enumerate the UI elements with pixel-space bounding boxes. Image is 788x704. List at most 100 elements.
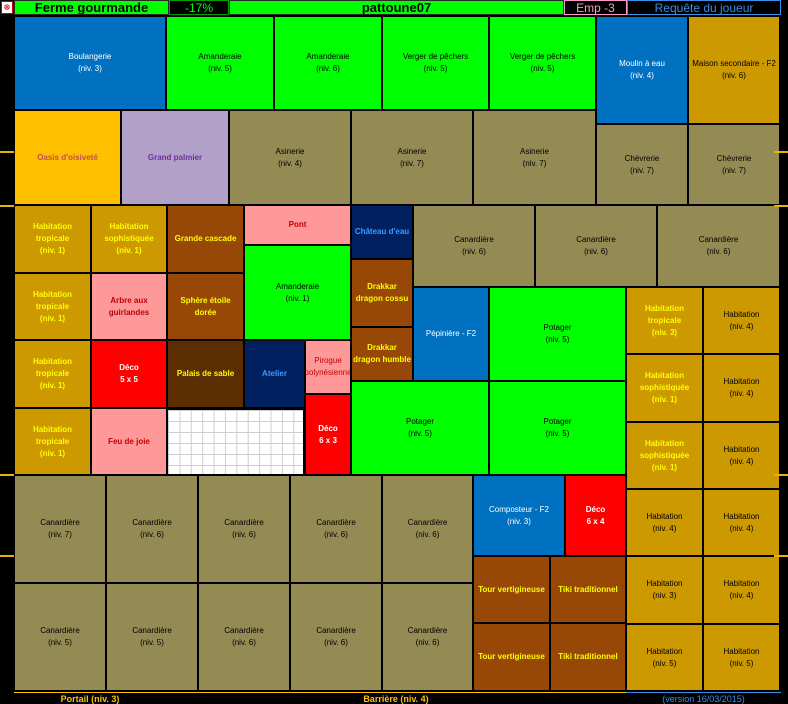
tile-verger-de-pechers[interactable]: Verger de pêchers (niv. 5) <box>382 16 489 110</box>
tile-pirogue-polynesienne[interactable]: Pirogue polynésienne <box>305 340 351 394</box>
tile-deco[interactable]: Déco 6 x 3 <box>305 394 351 475</box>
tile-name: Potager <box>543 323 572 332</box>
player-request-link[interactable]: Requête du joueur <box>627 0 781 15</box>
tile-level: (niv. 1) <box>39 313 66 323</box>
tile-grand-palmier[interactable]: Grand palmier <box>121 110 229 205</box>
tile-habitation-sophistiquee[interactable]: Habitation sophistiquée (niv. 1) <box>91 205 167 273</box>
tile-palais-de-sable[interactable]: Palais de sable <box>167 340 244 408</box>
tile-name: Verger de pêchers <box>509 52 576 61</box>
tile-asinerie[interactable]: Asinerie (niv. 7) <box>351 110 473 205</box>
farm-name: Ferme gourmande <box>14 0 169 15</box>
tile-potager[interactable]: Potager (niv. 5) <box>351 381 489 475</box>
tile-level: (niv. 7) <box>630 165 654 175</box>
tile-canardiere[interactable]: Canardière (niv. 6) <box>106 475 198 583</box>
tile-name: Tiki traditionnel <box>558 584 618 594</box>
tile-canardiere[interactable]: Canardière (niv. 6) <box>382 583 473 691</box>
tile-oasis-d-oisivete[interactable]: Oasis d'oisiveté <box>14 110 121 205</box>
tile-chateau-d-eau[interactable]: Château d'eau <box>351 205 413 259</box>
tile-level: (niv. 6) <box>706 247 731 256</box>
tile-habitation[interactable]: Habitation (niv. 4) <box>703 354 780 422</box>
tile-level: (niv. 4) <box>630 71 654 80</box>
tile-habitation-tropicale[interactable]: Habitation tropicale (niv. 1) <box>14 340 91 408</box>
tile-canardiere[interactable]: Canardière (niv. 7) <box>14 475 106 583</box>
tile-composteur-f2[interactable]: Composteur - F2 (niv. 3) <box>473 475 565 556</box>
tile-moulin-a-eau[interactable]: Moulin à eau (niv. 4) <box>596 16 688 124</box>
tile-name: Verger de pêchers <box>402 52 469 61</box>
tile-level: (niv. 5) <box>530 64 555 73</box>
tile-potager[interactable]: Potager (niv. 5) <box>489 381 626 475</box>
tile-canardiere[interactable]: Canardière (niv. 5) <box>14 583 106 691</box>
tile-maison-secondaire-f2[interactable]: Maison secondaire - F2 (niv. 6) <box>688 16 780 124</box>
tile-habitation-sophistiquee[interactable]: Habitation sophistiquée (niv. 1) <box>626 422 703 489</box>
tile-drakkar-dragon-cossu[interactable]: Drakkar dragon cossu <box>351 259 413 327</box>
tile-canardiere[interactable]: Canardière (niv. 5) <box>106 583 198 691</box>
tile-name: Canardière <box>224 518 264 527</box>
tile-level: (niv. 6) <box>324 638 348 647</box>
tile-name: Habitation tropicale <box>32 357 73 378</box>
tile-habitation[interactable]: Habitation (niv. 5) <box>626 624 703 691</box>
tile-deco[interactable]: Déco 6 x 4 <box>565 475 626 556</box>
tile-name: Habitation sophistiquée <box>104 222 154 243</box>
tile-sphere-etoile-doree[interactable]: Sphère étoile dorée <box>167 273 244 340</box>
tile-name: Habitation <box>723 309 760 319</box>
tile-habitation-sophistiquee[interactable]: Habitation sophistiquée (niv. 1) <box>626 354 703 422</box>
tile-name: Habitation sophistiquée <box>639 371 690 392</box>
tile-atelier[interactable]: Atelier <box>244 340 305 408</box>
tile-canardiere[interactable]: Canardière (niv. 6) <box>198 475 290 583</box>
tile-name: Habitation tropicale <box>32 289 73 311</box>
tile-habitation-tropicale[interactable]: Habitation tropicale (niv. 1) <box>14 205 91 273</box>
tile-name: Tour vertigineuse <box>478 652 545 661</box>
tile-arbre-aux-guirlandes[interactable]: Arbre aux guirlandes <box>91 273 167 340</box>
tile-pont[interactable]: Pont <box>244 205 351 245</box>
tile-name: Palais de sable <box>176 369 235 378</box>
tile-habitation[interactable]: Habitation (niv. 5) <box>703 624 780 691</box>
tile-potager[interactable]: Potager (niv. 5) <box>489 287 626 381</box>
tile-verger-de-pechers[interactable]: Verger de pêchers (niv. 5) <box>489 16 596 110</box>
tile-level: (niv. 6) <box>415 530 440 539</box>
tile-chevrerie[interactable]: Chèvrerie (niv. 7) <box>596 124 688 205</box>
tile-amanderaie[interactable]: Amanderaie (niv. 6) <box>274 16 382 110</box>
tile-canardiere[interactable]: Canardière (niv. 6) <box>382 475 473 583</box>
tile-deco[interactable]: Déco 5 x 5 <box>91 340 167 408</box>
tile-habitation[interactable]: Habitation (niv. 4) <box>703 287 780 354</box>
tile-tiki-traditionnel[interactable]: Tiki traditionnel <box>550 556 626 623</box>
tile-drakkar-dragon-humble[interactable]: Drakkar dragon humble <box>351 327 413 381</box>
tile-feu-de-joie[interactable]: Feu de joie <box>91 408 167 475</box>
tile-habitation[interactable]: Habitation (niv. 4) <box>703 422 780 489</box>
tile-canardiere[interactable]: Canardière (niv. 6) <box>290 583 382 691</box>
tile-level: (niv. 1) <box>651 462 678 472</box>
tile-tour-vertigineuse[interactable]: Tour vertigineuse <box>473 556 550 623</box>
tile-tour-vertigineuse[interactable]: Tour vertigineuse <box>473 623 550 691</box>
tile-pepiniere-f2[interactable]: Pépinière - F2 <box>413 287 489 381</box>
tile-habitation[interactable]: Habitation (niv. 3) <box>626 556 703 624</box>
tile-habitation[interactable]: Habitation (niv. 4) <box>703 489 780 556</box>
tile-chevrerie[interactable]: Chèvrerie (niv. 7) <box>688 124 780 205</box>
tile-habitation[interactable]: Habitation (niv. 4) <box>626 489 703 556</box>
tile-habitation-tropicale[interactable]: Habitation tropicale (niv. 1) <box>14 273 91 340</box>
tile-level: (niv. 1) <box>39 448 66 458</box>
tile-name: Déco <box>119 363 139 372</box>
tile-level: (niv. 5) <box>545 429 570 438</box>
tile-habitation-tropicale[interactable]: Habitation tropicale (niv. 1) <box>14 408 91 475</box>
tile-boulangerie[interactable]: Boulangerie (niv. 3) <box>14 16 166 110</box>
tile-canardiere[interactable]: Canardière (niv. 6) <box>535 205 657 287</box>
tile-canardiere[interactable]: Canardière (niv. 6) <box>290 475 382 583</box>
tile-habitation[interactable]: Habitation (niv. 4) <box>703 556 780 624</box>
tile-level: (niv. 5) <box>652 658 677 668</box>
tile-habitation-tropicale[interactable]: Habitation tropicale (niv. 3) <box>626 287 703 354</box>
tile-name: Pépinière - F2 <box>425 329 477 338</box>
tile-name: Habitation sophistiquée <box>639 438 690 460</box>
tile-asinerie[interactable]: Asinerie (niv. 4) <box>229 110 351 205</box>
tile-tiki-traditionnel[interactable]: Tiki traditionnel <box>550 623 626 691</box>
tile-name: Drakkar dragon humble <box>353 343 411 364</box>
tile-canardiere[interactable]: Canardière (niv. 6) <box>198 583 290 691</box>
tile-amanderaie[interactable]: Amanderaie (niv. 1) <box>244 245 351 340</box>
tile-amanderaie[interactable]: Amanderaie (niv. 5) <box>166 16 274 110</box>
tile-name: Canardière <box>224 626 264 635</box>
tile-name: Composteur - F2 <box>488 504 550 514</box>
tile-canardiere[interactable]: Canardière (niv. 6) <box>413 205 535 287</box>
tile-grande-cascade[interactable]: Grande cascade <box>167 205 244 273</box>
tile-asinerie[interactable]: Asinerie (niv. 7) <box>473 110 596 205</box>
tile-name: Canardière <box>316 626 356 635</box>
tile-canardiere[interactable]: Canardière (niv. 6) <box>657 205 780 287</box>
